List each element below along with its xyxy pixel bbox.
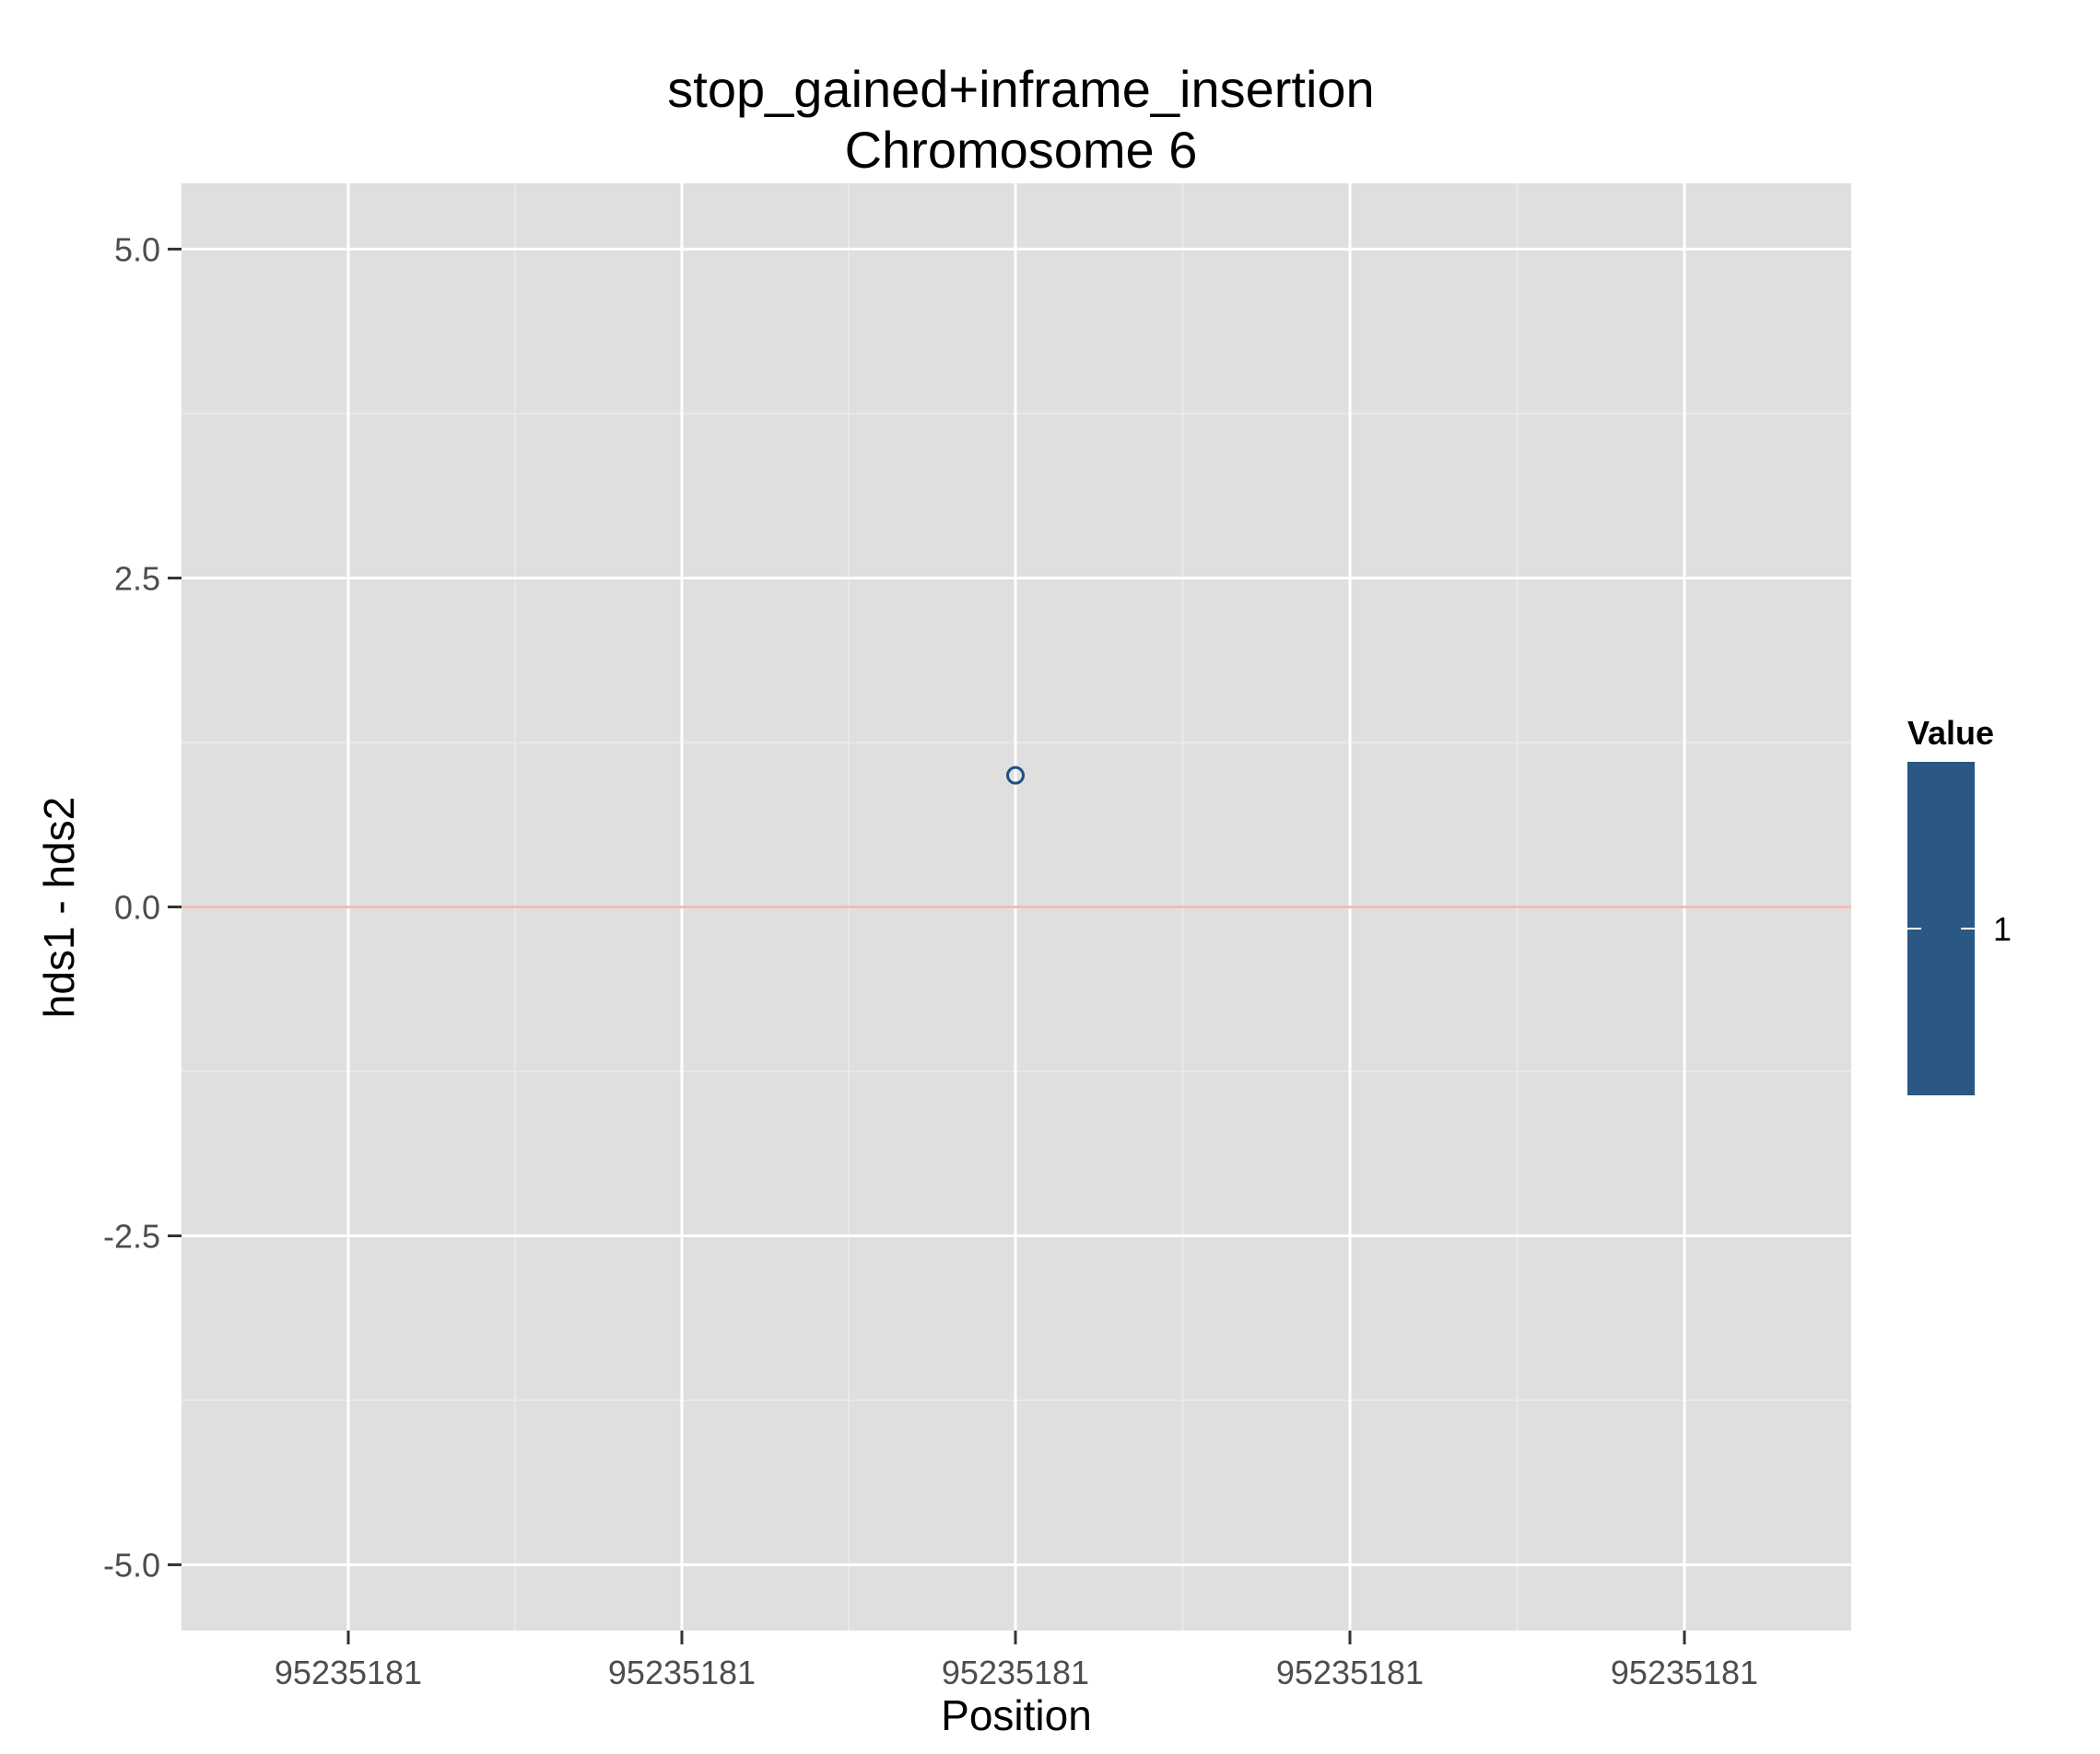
- y-tick-label: 0.0: [114, 889, 160, 927]
- y-axis-title: hds1 - hds2: [35, 797, 83, 1018]
- chart-subtitle: Chromosome 6: [845, 121, 1198, 179]
- y-axis: -5.0 -2.5 0.0 2.5 5.0: [103, 230, 182, 1584]
- x-tick-label: 95235181: [942, 1654, 1089, 1691]
- x-axis: 95235181 95235181 95235181 95235181 95235181: [275, 1631, 1758, 1691]
- legend-title: Value: [1907, 714, 1994, 752]
- y-tick-label: 5.0: [114, 230, 160, 268]
- x-axis-title: Position: [941, 1691, 1092, 1739]
- y-tick-label: -5.0: [103, 1547, 160, 1584]
- x-tick-label: 95235181: [1276, 1654, 1424, 1691]
- data-points: [1006, 766, 1025, 785]
- legend-label: 1: [1993, 910, 2012, 948]
- data-point: [1006, 766, 1025, 785]
- x-tick-label: 95235181: [275, 1654, 422, 1691]
- y-tick-label: -2.5: [103, 1218, 160, 1256]
- x-tick-label: 95235181: [1611, 1654, 1758, 1691]
- chart-title: stop_gained+inframe_insertion: [667, 60, 1374, 118]
- y-tick-label: 2.5: [114, 559, 160, 597]
- legend: Value 1: [1907, 714, 2012, 1095]
- x-tick-label: 95235181: [608, 1654, 756, 1691]
